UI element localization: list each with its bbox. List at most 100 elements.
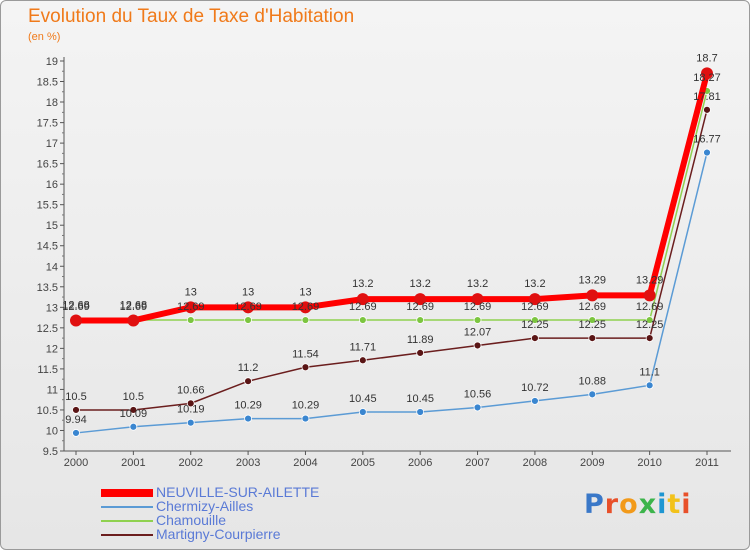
data-point (186, 418, 195, 427)
data-label: 10.88 (579, 375, 607, 387)
legend-swatch (101, 489, 153, 497)
legend-swatch (101, 506, 153, 508)
data-point (129, 422, 138, 431)
unit-label: (en %) (28, 31, 61, 43)
y-tick-label: 9.5 (43, 446, 58, 458)
y-tick-label: 13.5 (37, 282, 58, 294)
x-tick-label: 2004 (293, 457, 317, 469)
data-point (416, 348, 425, 357)
data-label: 13 (242, 286, 254, 298)
y-tick-label: 14 (46, 261, 58, 273)
logo-letter: P (584, 489, 605, 520)
data-label: 11.71 (349, 341, 376, 353)
logo-letter: o (619, 489, 639, 520)
data-label: 10.45 (349, 393, 377, 405)
data-label: 11.2 (238, 362, 259, 374)
data-label: 12.69 (464, 301, 492, 313)
data-label: 12.25 (579, 319, 607, 331)
data-point (70, 314, 82, 327)
data-label: 16.77 (693, 134, 721, 146)
data-point (129, 406, 138, 414)
data-label: 12.68 (62, 299, 90, 311)
data-point (244, 414, 252, 423)
data-label: 10.45 (406, 393, 434, 405)
data-point (299, 301, 312, 314)
series-0 (70, 67, 713, 327)
data-label: 12.69 (406, 301, 434, 313)
x-tick-label: 2001 (121, 457, 145, 469)
data-label: 12.69 (521, 301, 549, 313)
series-layer (70, 67, 713, 437)
data-label: 13.2 (467, 278, 488, 290)
axes: 9.5 10 10.5 11 11.5 12 12.5 13 13.5 14 14.5 15 15.5 1… (37, 56, 731, 469)
data-point (531, 334, 539, 343)
data-point (358, 356, 367, 365)
data-label: 10.66 (177, 384, 205, 396)
data-point (531, 397, 539, 405)
y-tick-label: 18.5 (37, 77, 58, 89)
y-tick-label: 15.5 (37, 200, 58, 212)
x-tick-label: 2009 (580, 457, 604, 469)
series-1 (72, 148, 711, 437)
logo-letter: t (667, 489, 682, 520)
y-tick-label: 12.5 (37, 323, 58, 335)
logo-letter: x (638, 489, 658, 520)
data-point (186, 316, 195, 324)
data-label: 13.2 (352, 278, 373, 290)
data-label: 12.69 (349, 301, 377, 313)
data-label: 13.2 (524, 278, 545, 290)
data-label: 10.29 (234, 400, 262, 412)
data-label: 12.69 (234, 301, 262, 313)
data-label: 10.72 (521, 382, 549, 394)
data-label: 12.25 (636, 319, 664, 331)
data-label: 13 (299, 286, 311, 298)
data-label: 12.68 (120, 299, 148, 311)
legend-label: Chermizy-Ailles (156, 498, 254, 514)
y-tick-label: 10 (46, 425, 58, 437)
data-point (356, 293, 369, 306)
y-tick-label: 12 (46, 343, 58, 355)
data-label: 13.29 (636, 274, 664, 286)
x-tick-label: 2002 (178, 457, 202, 469)
series-line (75, 152, 708, 434)
series-line (76, 109, 708, 411)
data-point (473, 316, 482, 324)
legend-swatch (101, 520, 153, 522)
series-line (76, 90, 708, 321)
y-tick-label: 17 (46, 138, 58, 150)
legend-label: Chamouille (156, 512, 227, 528)
data-label: 9.94 (65, 414, 86, 426)
y-tick-label: 10.5 (37, 405, 58, 417)
data-point (588, 390, 597, 399)
data-label: 13.29 (579, 274, 607, 286)
data-point (301, 414, 310, 423)
data-label: 10.19 (177, 404, 205, 416)
y-tick-label: 13 (46, 302, 58, 314)
data-label: 10.5 (65, 391, 86, 403)
proxiti-logo: Proxiti (584, 489, 692, 520)
logo-letter: i (657, 489, 668, 520)
chart-title: Evolution du Taux de Taxe d'Habitation (28, 6, 355, 27)
data-label: 12.69 (579, 301, 607, 313)
data-point (703, 105, 711, 114)
x-tick-label: 2008 (523, 457, 547, 469)
data-point (645, 316, 654, 324)
data-label: 12.25 (521, 319, 549, 331)
series-line (76, 72, 710, 324)
y-tick-label: 11 (47, 384, 58, 396)
data-point (416, 408, 425, 416)
data-label: 11.1 (639, 366, 660, 378)
y-tick-label: 18 (46, 97, 58, 109)
data-labels: 9.94 10.09 10.19 10.29 10.29 10.45 10.45 10.56 1… (62, 52, 721, 426)
legend-label: NEUVILLE-SUR-AILETTE (156, 484, 320, 500)
data-point (244, 316, 252, 324)
data-point (416, 316, 425, 324)
y-tick-label: 16 (46, 179, 58, 191)
data-label: 13.2 (409, 278, 430, 290)
data-point (72, 406, 80, 414)
data-point (701, 67, 713, 80)
legend-label: Martigny-Courpierre (156, 526, 281, 542)
data-label: 13 (185, 286, 197, 298)
